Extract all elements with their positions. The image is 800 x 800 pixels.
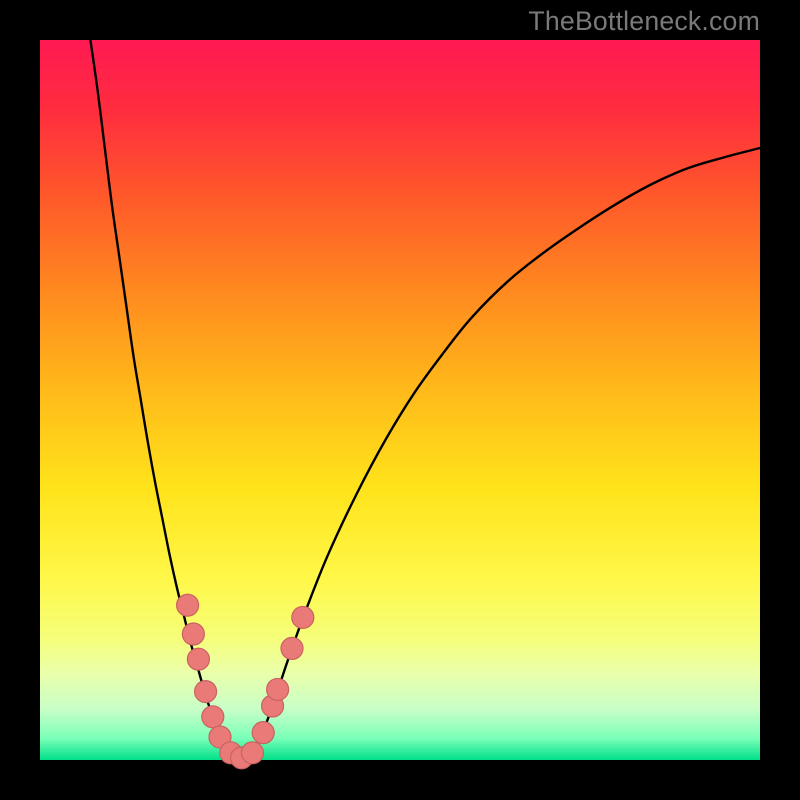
marker-dot xyxy=(187,648,209,670)
marker-dot xyxy=(281,637,303,659)
marker-dot xyxy=(195,681,217,703)
stage: TheBottleneck.com xyxy=(0,0,800,800)
marker-dot xyxy=(252,722,274,744)
marker-dot xyxy=(241,742,263,764)
curve-layer xyxy=(40,40,760,760)
marker-group xyxy=(177,594,314,769)
marker-dot xyxy=(292,606,314,628)
plot-area xyxy=(40,40,760,760)
marker-dot xyxy=(182,623,204,645)
watermark-text: TheBottleneck.com xyxy=(528,6,760,37)
marker-dot xyxy=(267,678,289,700)
marker-dot xyxy=(177,594,199,616)
bottleneck-curve-left xyxy=(90,40,241,760)
bottleneck-curve-right xyxy=(242,148,760,760)
marker-dot xyxy=(202,706,224,728)
